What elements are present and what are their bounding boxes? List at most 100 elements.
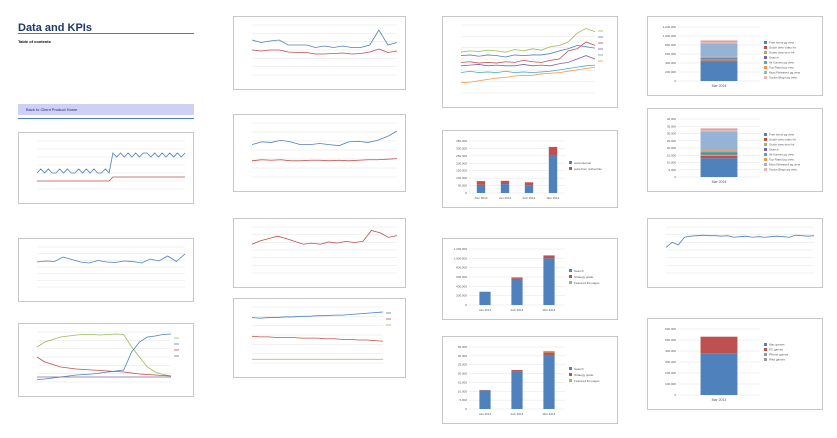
toc-label[interactable]: Table of contents — [18, 39, 51, 44]
bar — [543, 350, 555, 353]
series-line — [460, 44, 596, 58]
legend-swatch — [764, 71, 767, 74]
back-link[interactable]: Back to Client Product Home — [18, 104, 194, 115]
y-tick-label: 350,000 — [456, 139, 467, 143]
x-tick-label: Jan 2014 — [479, 308, 492, 312]
series-line — [36, 152, 186, 174]
legend-label: All Games pg view — [769, 61, 795, 65]
bar — [524, 185, 534, 193]
series-line — [251, 158, 398, 162]
bar — [543, 355, 555, 409]
y-tick-label: 150,000 — [456, 169, 467, 173]
y-tick-label: 200,000 — [665, 371, 676, 375]
y-tick-label: 0 — [465, 407, 467, 411]
legend-label: Guide view item hit — [769, 143, 795, 147]
chart-panel-3[interactable] — [18, 323, 194, 397]
chart-panel-6[interactable] — [233, 218, 406, 288]
chart-panel-13[interactable]: 40,000 35,000 30,000 25,000 20,000 15,000 10,0… — [647, 108, 823, 192]
legend-label: Free items pg view — [769, 133, 795, 137]
legend-swatch — [764, 76, 767, 79]
series-line — [460, 41, 596, 64]
chart-svg: 600,000 500,000 400,000 300,000 200,000 100,0… — [665, 327, 789, 402]
x-tick-label: Dec 2013 — [475, 196, 488, 200]
legend-label: Top Rated pg view — [769, 158, 795, 162]
y-tick-label: 30,000 — [458, 354, 468, 358]
chart-panel-9[interactable]: 350,000 300,000 250,000 200,000 150,000 100,0… — [442, 130, 618, 208]
y-tick-label: 600,000 — [456, 275, 467, 279]
y-tick-label: 5,000 — [668, 168, 676, 172]
chart-panel-14[interactable] — [647, 218, 823, 288]
legend-swatch — [764, 138, 767, 141]
chart-panel-1[interactable] — [18, 132, 194, 204]
series-line — [251, 335, 384, 342]
y-tick-label: 800,000 — [665, 43, 676, 47]
chart-panel-15[interactable]: 600,000 500,000 400,000 300,000 200,000 100,0… — [647, 318, 823, 410]
legend-swatch — [764, 353, 767, 356]
legend-swatch — [569, 161, 572, 164]
legend-label: Topics Blogs pg view — [769, 76, 798, 80]
chart-panel-2[interactable] — [18, 238, 194, 302]
x-tick-label: Jan 2014 — [499, 196, 512, 200]
chart-panel-12[interactable]: 1,200,000 1,000,000 800,000 600,000 400,000 2… — [647, 16, 823, 96]
chart-panel-5[interactable] — [233, 114, 406, 192]
y-tick-label: 0 — [674, 393, 676, 397]
chart-panel-7[interactable] — [233, 298, 406, 378]
legend-swatch — [764, 343, 767, 346]
legend-label: Guide view item hit — [769, 51, 795, 55]
bar-segment — [700, 158, 738, 177]
chart-svg — [36, 246, 186, 288]
y-tick-label: 5,000 — [459, 398, 467, 402]
bar — [511, 277, 523, 279]
chart-svg — [665, 226, 815, 274]
y-tick-label: 35,000 — [667, 124, 677, 128]
legend-swatch — [764, 168, 767, 171]
legend-label: Search — [769, 148, 779, 152]
series-line — [460, 27, 596, 53]
bar — [511, 370, 523, 372]
y-tick-label: 0 — [465, 191, 467, 195]
chart-panel-4[interactable] — [233, 16, 406, 90]
y-tick-label: 100,000 — [665, 382, 676, 386]
y-tick-label: 0 — [674, 79, 676, 83]
y-tick-label: 30,000 — [667, 132, 677, 136]
y-tick-label: 0 — [465, 303, 467, 307]
y-tick-label: 1,000,000 — [454, 256, 468, 260]
y-tick-label: 15,000 — [667, 153, 677, 157]
legend-swatch — [569, 367, 572, 370]
legend-label: Featured list pages — [574, 379, 600, 383]
bar-segment — [700, 56, 738, 58]
legend-label: Most Released pg view — [769, 71, 801, 75]
bar-segment — [700, 353, 738, 395]
y-tick-label: 10,000 — [667, 161, 677, 165]
chart-svg — [251, 24, 398, 76]
bar-segment — [700, 58, 738, 60]
bar — [500, 180, 510, 185]
series-line — [251, 229, 398, 245]
bar-segment — [700, 150, 738, 152]
bar — [476, 181, 486, 185]
page-title: Data and KPIs — [18, 22, 92, 34]
bar-segment — [700, 57, 738, 59]
legend-swatch — [569, 275, 572, 278]
bar-segment — [700, 43, 738, 57]
chart-panel-8[interactable] — [442, 16, 618, 108]
legend-swatch — [764, 158, 767, 161]
legend-swatch — [764, 163, 767, 166]
y-tick-label: 100,000 — [456, 176, 467, 180]
legend-label: Topics Blogs pg view — [769, 168, 798, 172]
y-tick-label: 300,000 — [456, 146, 467, 150]
bar — [500, 184, 510, 193]
y-tick-label: 50,000 — [458, 184, 468, 188]
legend-label: www.internal — [574, 161, 591, 165]
legend-swatch — [569, 379, 572, 382]
legend-swatch — [764, 41, 767, 44]
y-tick-label: 0 — [674, 175, 676, 179]
legend-label: Most Released pg view — [769, 163, 801, 167]
series-line — [665, 234, 815, 248]
series-line — [36, 356, 172, 377]
title-underline — [18, 33, 194, 34]
chart-panel-11[interactable]: 35,000 30,000 25,000 20,000 15,000 10,000 5,00… — [442, 336, 618, 424]
x-tick-label: Mar 2014 — [543, 412, 556, 416]
bar — [511, 371, 523, 409]
chart-panel-10[interactable]: 1,200,000 1,000,000 800,000 600,000 400,000 2… — [442, 238, 618, 320]
